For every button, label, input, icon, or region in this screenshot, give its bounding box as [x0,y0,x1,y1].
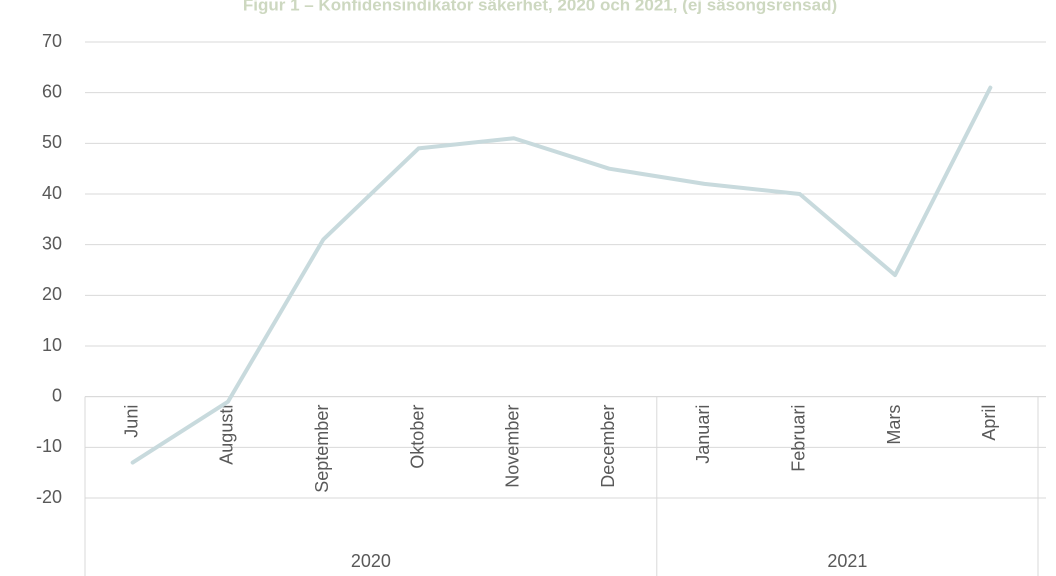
group-label: 2021 [827,551,867,571]
y-tick-label: 60 [42,81,62,101]
y-tick-label: 40 [42,183,62,203]
x-tick-label: Juni [121,405,141,438]
x-tick-label: November [503,405,523,488]
x-tick-label: Februari [789,405,809,472]
x-tick-label: Augusti [217,405,237,465]
x-tick-label: April [979,405,999,441]
y-tick-label: 0 [52,385,62,405]
y-tick-label: 20 [42,284,62,304]
x-tick-label: December [598,405,618,488]
y-tick-label: 30 [42,233,62,253]
x-tick-label: September [312,405,332,493]
chart-title: Figur 1 – Konfidensindikator säkerhet, 2… [243,0,837,14]
x-tick-label: Januari [693,405,713,464]
y-tick-label: -10 [36,436,62,456]
y-tick-label: -20 [36,487,62,507]
y-tick-label: 70 [42,31,62,51]
x-tick-label: Oktober [407,405,427,469]
y-tick-label: 10 [42,335,62,355]
x-tick-label: Mars [884,405,904,445]
line-series [130,85,993,465]
y-tick-label: 50 [42,132,62,152]
group-label: 2020 [351,551,391,571]
